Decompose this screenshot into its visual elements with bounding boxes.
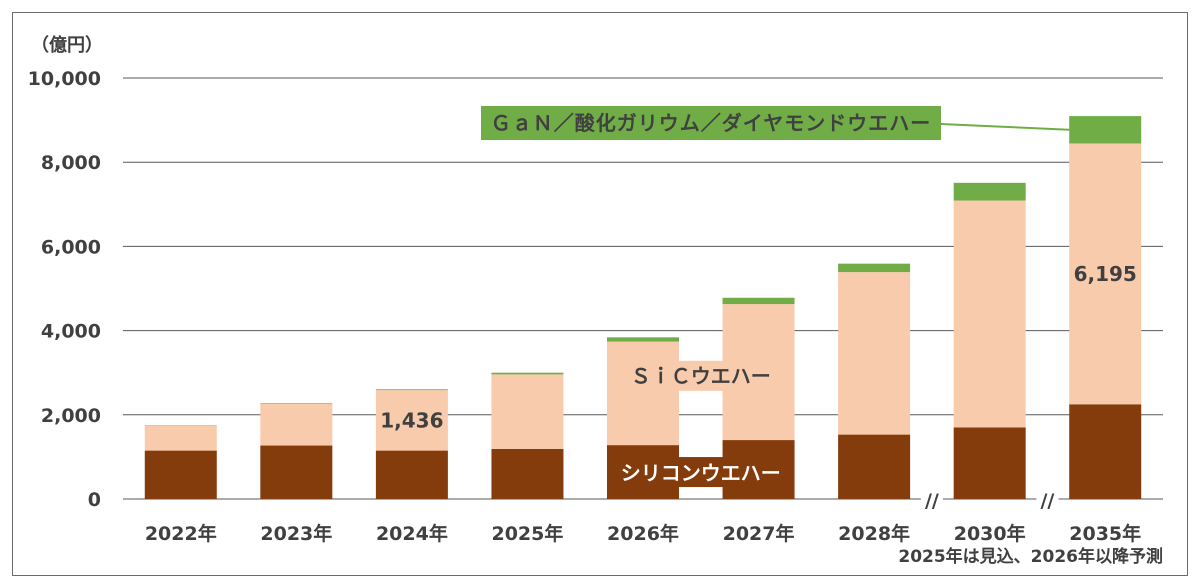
bar-segment xyxy=(1069,116,1142,144)
bar-segment xyxy=(144,450,217,499)
x-tick-label: 2025年 xyxy=(491,522,563,545)
bar-segment xyxy=(953,427,1026,499)
bar-segment xyxy=(260,403,333,446)
x-tick-label: 2022年 xyxy=(145,522,217,545)
bar-segment xyxy=(607,341,679,446)
sic-label-box xyxy=(610,360,791,391)
bar-segment xyxy=(838,434,911,499)
gan-leader-line xyxy=(940,123,1070,131)
bar-segment xyxy=(375,389,448,391)
bar-segment xyxy=(260,403,333,404)
chart-frame: 0 2,000 4,000 6,000 8,000 10,000 2022年 2023年 202… xyxy=(12,12,1188,576)
bar-segment xyxy=(491,372,564,375)
y-tick-label: 10,000 xyxy=(28,68,101,90)
bar-segment xyxy=(838,263,911,273)
y-tick-label: 4,000 xyxy=(41,321,101,343)
bar-segment xyxy=(1069,404,1142,499)
y-tick-label: 0 xyxy=(88,489,101,511)
y-tick-label: 8,000 xyxy=(41,152,101,174)
bar-segment xyxy=(491,374,564,449)
bar-segment xyxy=(1069,143,1142,405)
gan-label-box xyxy=(481,106,941,140)
x-tick-label: 2035年 xyxy=(1069,522,1141,545)
bar-segment xyxy=(260,445,333,499)
y-tick-label: 2,000 xyxy=(41,405,101,427)
bar-segment xyxy=(607,337,679,342)
bar-segment xyxy=(838,272,911,435)
stacked-bar-chart: 0 2,000 4,000 6,000 8,000 10,000 2022年 2023年 202… xyxy=(28,34,1163,567)
bar-segment xyxy=(375,390,448,451)
labels: 0 2,000 4,000 6,000 8,000 10,000 2022年 2023年 202… xyxy=(28,68,1141,545)
gan-series-label: ＧａＮ／酸化ガリウム／ダイヤモンドウエハー xyxy=(491,111,931,135)
data-label: 1,436 xyxy=(380,408,443,432)
axis-break-mark: // xyxy=(925,490,939,512)
bar-segment xyxy=(953,182,1026,201)
forecast-note: 2025年は見込、2026年以降予測 xyxy=(898,546,1163,567)
bar-segment xyxy=(722,297,795,305)
axis-break-mask xyxy=(1036,489,1059,505)
x-tick-label: 2024年 xyxy=(376,522,448,545)
axis-break-mark: // xyxy=(1040,490,1054,512)
x-tick-label: 2027年 xyxy=(723,522,795,545)
x-tick-label: 2030年 xyxy=(954,522,1026,545)
axis-break-mask xyxy=(920,489,943,505)
silicon-label-box xyxy=(610,457,791,488)
bar-segment xyxy=(491,448,564,499)
x-tick-label: 2028年 xyxy=(838,522,910,545)
x-tick-label: 2023年 xyxy=(260,522,332,545)
data-label: 6,195 xyxy=(1074,262,1137,286)
y-tick-label: 6,000 xyxy=(41,236,101,258)
bar-segment xyxy=(144,425,217,451)
silicon-series-label: シリコンウエハー xyxy=(621,461,781,485)
y-axis-unit-label: （億円） xyxy=(31,34,103,56)
x-tick-label: 2026年 xyxy=(607,522,679,545)
bars xyxy=(144,116,1142,499)
bar-segment xyxy=(953,200,1026,428)
sic-series-label: ＳｉＣウエハー xyxy=(631,364,771,388)
bar-segment xyxy=(375,450,448,499)
